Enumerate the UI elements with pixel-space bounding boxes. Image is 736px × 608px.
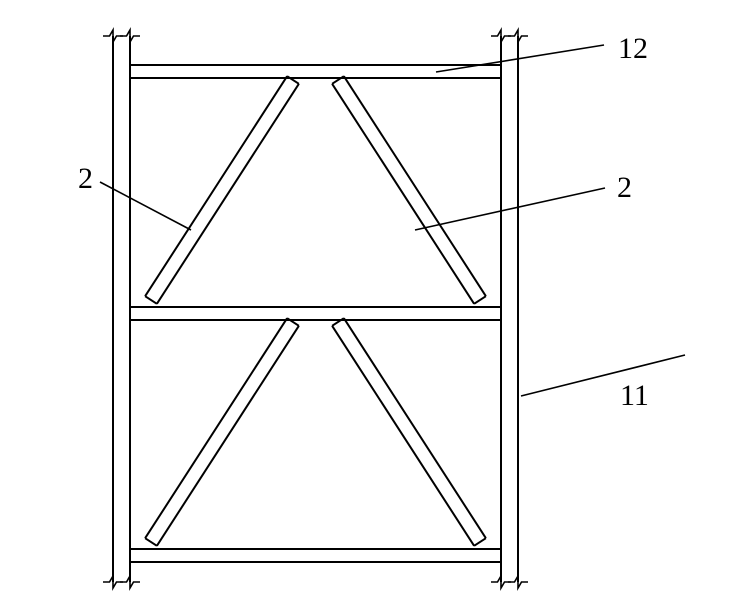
break-mark [120,30,140,42]
label-2-left-text: 2 [78,162,93,195]
brace-top-left [145,76,299,304]
label-2-right-text: 2 [617,171,632,204]
brace-bottom-left [145,318,299,546]
label-12-text: 12 [618,32,648,65]
label-2-right-leader [415,188,605,230]
break-mark [120,576,140,588]
break-mark [508,576,528,588]
label-11-leader [521,355,685,396]
brace-bottom-right [332,318,486,546]
brace-top-right [332,76,486,304]
label-12-leader [436,45,604,72]
label-11-text: 11 [620,379,649,412]
break-mark [508,30,528,42]
